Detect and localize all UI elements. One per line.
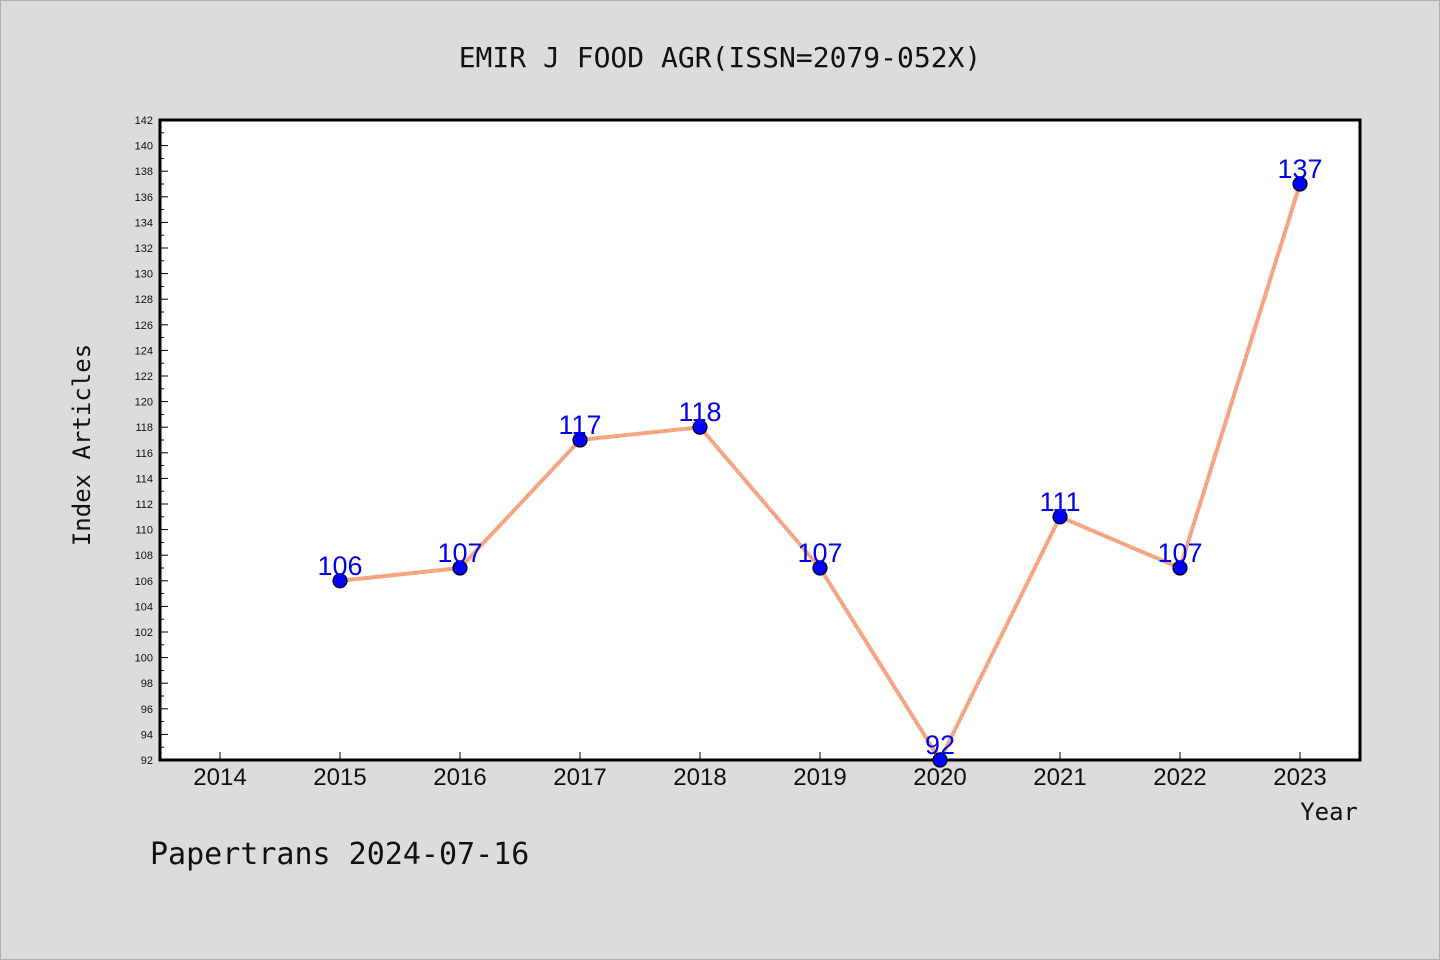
data-label: 111	[1039, 487, 1080, 517]
plot-area	[158, 118, 1362, 762]
x-tick-label: 2019	[793, 764, 846, 791]
x-tick-label: 2017	[553, 764, 606, 791]
marker-layer	[332, 176, 1308, 768]
data-point	[1172, 560, 1188, 576]
data-label: 107	[797, 538, 842, 568]
y-tick-label: 124	[135, 345, 153, 357]
y-tick-label: 140	[135, 141, 153, 153]
data-label: 137	[1277, 154, 1322, 184]
y-tick-label: 106	[135, 576, 153, 588]
y-tick-label: 122	[135, 371, 153, 383]
data-label: 107	[1157, 538, 1202, 568]
x-tick-label: 2014	[193, 764, 246, 791]
data-point	[1052, 509, 1068, 525]
y-tick-label: 130	[135, 269, 153, 281]
y-tick-label: 96	[141, 704, 153, 716]
y-tick-label: 92	[141, 755, 153, 767]
data-point	[572, 432, 588, 448]
y-tick-label: 94	[141, 729, 153, 741]
x-tick-label: 2022	[1153, 764, 1206, 791]
y-tick-label: 112	[135, 499, 153, 511]
y-tick-label: 100	[135, 653, 153, 665]
data-point	[332, 573, 348, 589]
x-axis-title: Year	[1300, 798, 1358, 826]
x-tick-label: 2020	[913, 764, 966, 791]
data-point	[692, 419, 708, 435]
data-point	[812, 560, 828, 576]
data-label: 118	[678, 397, 721, 427]
y-tick-label: 102	[135, 627, 153, 639]
data-label: 106	[317, 551, 362, 581]
x-tick-label: 2021	[1033, 764, 1086, 791]
y-tick-label: 136	[135, 192, 153, 204]
data-label: 92	[925, 730, 955, 760]
y-tick-label: 126	[135, 320, 153, 332]
y-tick-label: 116	[135, 448, 153, 460]
data-label-layer: 106 107 117 118 107 92 111 107 137	[317, 154, 1322, 760]
data-label: 107	[437, 538, 482, 568]
x-tick-label: 2023	[1273, 764, 1326, 791]
footer-text: Papertrans 2024-07-16	[150, 837, 529, 872]
y-axis: 92 94 96 98 100 102 104 106 108 110 112 114 116 118 12…	[135, 115, 168, 767]
y-tick-label: 128	[135, 294, 153, 306]
y-axis-title: Index Articles	[68, 344, 96, 546]
y-tick-label: 138	[135, 166, 153, 178]
data-point	[452, 560, 468, 576]
y-tick-label: 120	[135, 397, 153, 409]
chart-title: EMIR J FOOD AGR(ISSN=2079-052X)	[459, 41, 982, 74]
x-tick-label: 2016	[433, 764, 486, 791]
x-tick-label: 2018	[673, 764, 726, 791]
data-label: 117	[558, 410, 601, 440]
y-tick-label: 132	[135, 243, 153, 255]
y-tick-label: 142	[135, 115, 153, 127]
y-tick-label: 104	[135, 601, 153, 613]
y-tick-label: 118	[135, 422, 153, 434]
y-tick-label: 98	[141, 678, 153, 690]
x-tick-label: 2015	[313, 764, 366, 791]
y-tick-label: 108	[135, 550, 153, 562]
y-tick-label: 134	[135, 217, 153, 229]
data-point	[932, 752, 948, 768]
data-point	[1292, 176, 1308, 192]
y-tick-label: 110	[135, 525, 153, 537]
y-tick-label: 114	[135, 473, 153, 485]
x-axis: 2014 2015 2016 2017 2018 2019 2020 2021 2022 2023	[193, 752, 1327, 791]
